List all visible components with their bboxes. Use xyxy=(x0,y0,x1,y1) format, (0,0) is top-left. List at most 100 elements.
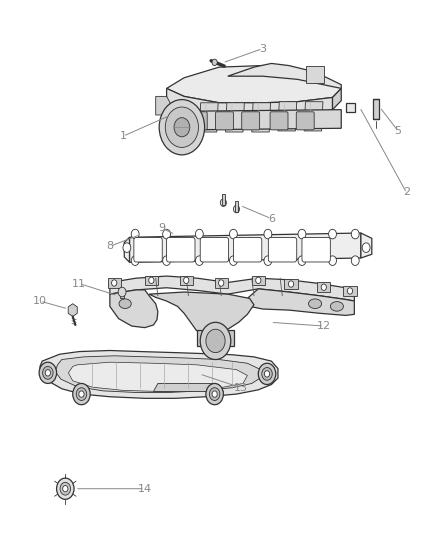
Bar xyxy=(373,99,379,119)
Bar xyxy=(346,103,355,112)
Text: 9: 9 xyxy=(159,223,166,233)
FancyBboxPatch shape xyxy=(200,238,229,262)
Polygon shape xyxy=(247,289,354,316)
Polygon shape xyxy=(145,276,158,285)
Circle shape xyxy=(112,280,117,286)
Text: 1: 1 xyxy=(120,131,127,141)
Circle shape xyxy=(174,118,190,137)
Circle shape xyxy=(212,391,217,397)
Polygon shape xyxy=(166,66,341,103)
Polygon shape xyxy=(68,362,247,391)
Polygon shape xyxy=(252,276,265,285)
Circle shape xyxy=(262,368,272,380)
Circle shape xyxy=(162,229,170,239)
Circle shape xyxy=(159,100,205,155)
Circle shape xyxy=(206,383,223,405)
FancyBboxPatch shape xyxy=(268,238,297,262)
Polygon shape xyxy=(197,330,234,346)
Circle shape xyxy=(57,478,74,499)
Circle shape xyxy=(230,229,237,239)
Polygon shape xyxy=(110,276,354,301)
Polygon shape xyxy=(343,286,357,296)
Circle shape xyxy=(233,205,240,213)
Polygon shape xyxy=(124,237,130,262)
Circle shape xyxy=(149,277,154,284)
Circle shape xyxy=(209,387,220,400)
Polygon shape xyxy=(332,88,341,110)
Circle shape xyxy=(195,256,203,265)
Circle shape xyxy=(230,256,237,265)
FancyBboxPatch shape xyxy=(270,112,288,130)
Circle shape xyxy=(131,256,139,265)
Circle shape xyxy=(288,281,293,287)
Circle shape xyxy=(200,322,231,360)
Circle shape xyxy=(351,256,359,265)
Polygon shape xyxy=(228,63,341,88)
Circle shape xyxy=(206,329,225,353)
FancyBboxPatch shape xyxy=(233,238,262,262)
FancyBboxPatch shape xyxy=(215,112,233,130)
FancyBboxPatch shape xyxy=(302,238,330,262)
Circle shape xyxy=(73,383,90,405)
Polygon shape xyxy=(166,103,341,130)
Circle shape xyxy=(39,362,57,383)
Text: 8: 8 xyxy=(106,241,113,251)
Circle shape xyxy=(63,486,68,492)
FancyBboxPatch shape xyxy=(242,112,260,130)
Polygon shape xyxy=(153,383,223,391)
Circle shape xyxy=(131,229,139,239)
Bar xyxy=(235,200,238,212)
Polygon shape xyxy=(199,103,218,132)
Polygon shape xyxy=(361,233,372,258)
Text: 10: 10 xyxy=(33,296,47,306)
Text: 2: 2 xyxy=(403,187,410,197)
Polygon shape xyxy=(149,292,254,336)
Polygon shape xyxy=(304,102,323,131)
Text: 13: 13 xyxy=(234,383,248,393)
Bar xyxy=(222,193,225,205)
Circle shape xyxy=(298,256,306,265)
Polygon shape xyxy=(108,278,121,288)
Polygon shape xyxy=(317,282,330,292)
Circle shape xyxy=(123,243,131,253)
Circle shape xyxy=(220,199,226,206)
Text: 6: 6 xyxy=(268,214,275,224)
Polygon shape xyxy=(252,103,271,132)
Ellipse shape xyxy=(330,302,343,311)
Polygon shape xyxy=(285,279,297,289)
Polygon shape xyxy=(180,276,193,285)
Circle shape xyxy=(42,367,53,379)
Polygon shape xyxy=(155,96,170,115)
Text: 5: 5 xyxy=(395,126,402,136)
Text: 12: 12 xyxy=(317,321,331,331)
Circle shape xyxy=(258,364,276,384)
Circle shape xyxy=(298,229,306,239)
Polygon shape xyxy=(130,233,361,262)
Circle shape xyxy=(60,482,71,495)
FancyBboxPatch shape xyxy=(296,112,314,130)
Text: 3: 3 xyxy=(259,44,266,53)
Circle shape xyxy=(118,287,126,297)
Circle shape xyxy=(195,229,203,239)
Circle shape xyxy=(162,256,170,265)
Circle shape xyxy=(79,391,84,397)
Circle shape xyxy=(45,369,50,376)
Polygon shape xyxy=(55,356,262,392)
Circle shape xyxy=(184,277,189,284)
Circle shape xyxy=(219,280,224,286)
Polygon shape xyxy=(40,351,278,398)
Circle shape xyxy=(264,256,272,265)
Circle shape xyxy=(328,256,336,265)
FancyBboxPatch shape xyxy=(134,238,162,262)
Polygon shape xyxy=(278,102,297,131)
Circle shape xyxy=(351,229,359,239)
Text: 11: 11 xyxy=(72,279,86,288)
Circle shape xyxy=(264,229,272,239)
Circle shape xyxy=(265,370,270,377)
Polygon shape xyxy=(110,290,158,328)
Polygon shape xyxy=(166,88,332,118)
Circle shape xyxy=(347,288,353,294)
Ellipse shape xyxy=(308,299,321,309)
Text: 14: 14 xyxy=(138,484,152,494)
Ellipse shape xyxy=(119,299,131,309)
